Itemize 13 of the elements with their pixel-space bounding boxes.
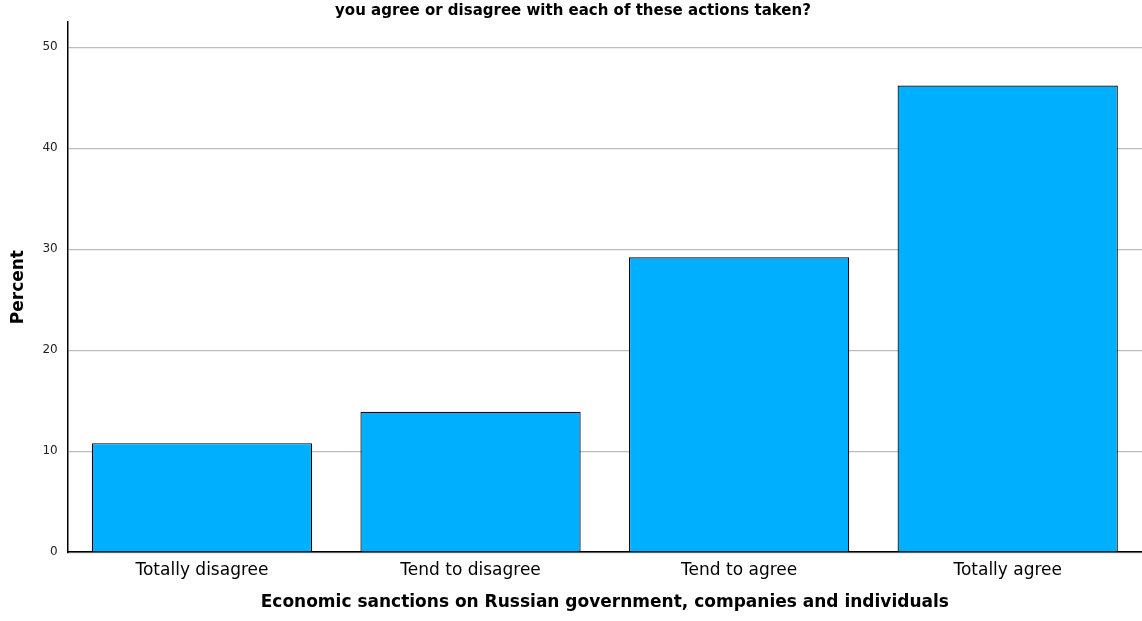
x-tick-label: Tend to disagree [399, 558, 541, 579]
y-tick-label: 50 [42, 39, 58, 54]
y-tick-label: 40 [42, 140, 58, 155]
x-tick-label: Totally agree [952, 558, 1063, 579]
x-axis-title: Economic sanctions on Russian government, companies and individuals [260, 591, 949, 612]
y-tick-label: 30 [42, 241, 58, 256]
x-tick-label: Totally disagree [134, 558, 269, 579]
y-tick-label: 10 [42, 443, 58, 458]
y-tick-label: 20 [42, 342, 58, 357]
chart-title: you agree or disagree with each of these actions taken? [335, 0, 811, 19]
x-tick-label: Tend to agree [680, 558, 798, 579]
y-tick-label: 0 [50, 544, 58, 559]
y-axis-title: Percent [6, 249, 27, 325]
